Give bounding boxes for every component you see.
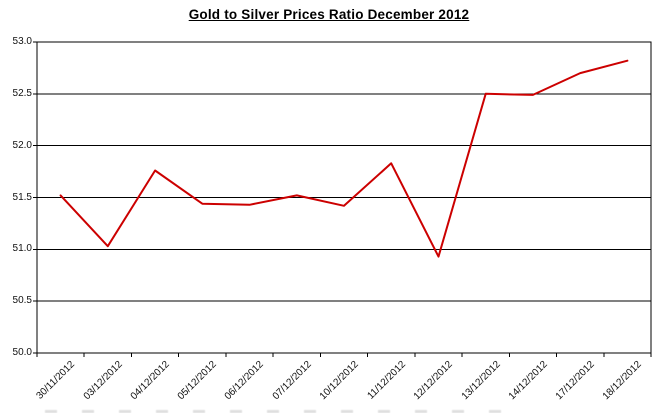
plot-border (36, 41, 652, 354)
y-axis-tick-label: 53.0 (12, 36, 32, 47)
ratio-series-line (59, 59, 629, 258)
y-axis-tick-label: 51.0 (12, 243, 32, 255)
y-axis-tick-label: 52.0 (12, 139, 32, 151)
clipped-caption-remnant (45, 410, 525, 413)
y-axis-tick-label: 52.5 (12, 87, 32, 99)
y-axis-tick-label: 50.5 (12, 295, 32, 307)
y-axis-tick-label: 50.0 (12, 347, 32, 358)
y-axis-tick-label: 51.5 (12, 191, 32, 203)
chart-title: Gold to Silver Prices Ratio December 201… (188, 7, 470, 22)
